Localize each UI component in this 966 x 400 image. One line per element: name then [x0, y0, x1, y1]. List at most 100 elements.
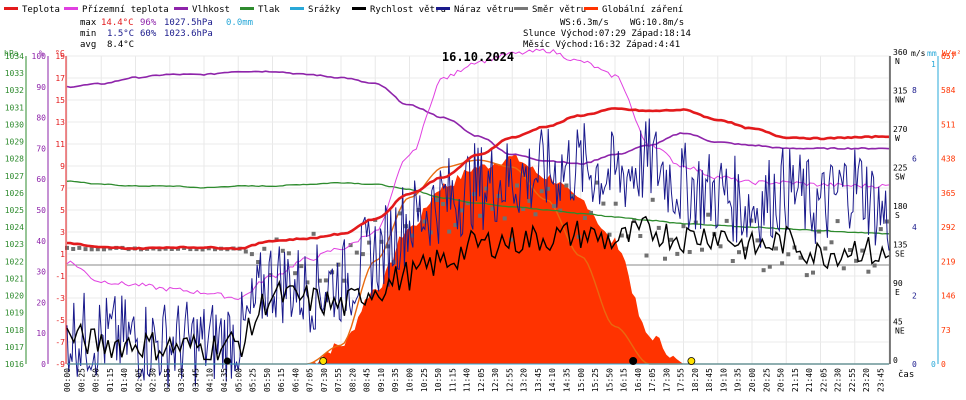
wind-direction-point	[724, 218, 729, 223]
wind-direction-point	[360, 252, 365, 257]
axis-time-tick: 19:35	[734, 368, 743, 392]
axis-pressure-unit: hPa	[4, 49, 19, 58]
wind-direction-point	[545, 186, 550, 191]
stats-block: max 14.4°C 96% 1027.5hPa 0.0mm min 1.5°C 60% 102…	[80, 18, 253, 50]
wind-direction-point	[558, 208, 563, 213]
axis-time-tick: 19:10	[720, 368, 729, 392]
wind-direction-point	[700, 247, 704, 252]
wind-direction-point	[95, 247, 100, 252]
wind-direction-point	[465, 201, 470, 206]
axis-temperature-tick: 11	[55, 140, 65, 149]
wind-direction-point	[515, 183, 519, 188]
wind-direction-point	[169, 247, 174, 251]
axis-wind-tick: 0	[912, 360, 917, 369]
axis-time: 00:00 00:25 00:50 01:15 01:40 02:05 02:30 02:55…	[63, 368, 914, 392]
wind-direction-point	[854, 258, 859, 263]
wind-direction-point	[213, 247, 217, 252]
wind-direction-point	[780, 261, 785, 266]
wind-direction-point	[866, 269, 871, 274]
axis-time-tick: 06:40	[291, 368, 300, 392]
axis-percent-tick: 80	[36, 114, 46, 123]
sun-times: Slunce Východ:07:29 Západ:18:14	[523, 29, 691, 39]
wind-direction-point	[157, 247, 162, 252]
axis-pressure-tick: 1027	[5, 172, 24, 181]
axis-time-tick: 17:55	[677, 368, 686, 392]
axis-direction-label: SE	[895, 250, 905, 259]
axis-wind-tick: 6	[912, 155, 917, 164]
axis-time-tick: 14:35	[563, 368, 572, 392]
axis-pressure-tick: 1023	[5, 240, 24, 249]
wind-direction-point	[552, 204, 556, 209]
axis-time-label: čas	[898, 369, 914, 380]
wind-direction-point	[478, 213, 483, 218]
axis-time-tick: 11:40	[463, 368, 472, 392]
axis-temperature-tick: 13	[55, 118, 65, 127]
legend: Teplota Přízemní teplota Vlhkost Tlak Srážky…	[4, 5, 683, 15]
axis-pressure-tick: 1020	[5, 292, 24, 301]
axis-temperature-tick: 15	[55, 96, 65, 105]
axis-temperature-tick: 5	[60, 206, 65, 215]
wind-direction-point	[280, 248, 285, 253]
wind-direction-point	[669, 237, 674, 242]
wind-direction-point	[367, 240, 372, 245]
wind-direction-point	[317, 278, 322, 283]
moon-times: Měsíc Východ:16:32 Západ:4:41	[523, 40, 680, 50]
sunset-marker	[687, 357, 696, 365]
axis-time-tick: 08:45	[363, 368, 372, 392]
stats-max-humidity: 96%	[140, 18, 157, 28]
series-humidity	[66, 70, 890, 165]
wind-direction-point	[453, 223, 458, 227]
axis-percent-tick: 10	[36, 329, 46, 338]
wind-direction-point	[89, 247, 94, 252]
axis-pressure-tick: 1032	[5, 86, 24, 95]
axis-time-tick: 10:50	[434, 368, 443, 392]
wind-direction-point	[521, 206, 526, 211]
axis-temperature-tick: -5	[55, 316, 65, 325]
axis-radiation-tick: 219	[941, 257, 956, 266]
wind-direction-point	[200, 247, 205, 252]
axis-pressure-tick: 1029	[5, 138, 24, 147]
wind-direction-point	[823, 246, 828, 251]
wind-direction-point	[835, 219, 840, 224]
wind-direction-point	[188, 247, 193, 252]
series-wind-speed	[66, 215, 890, 361]
wind-direction-point	[527, 198, 532, 203]
axis-time-tick: 02:55	[163, 368, 172, 392]
wind-direction-point	[872, 263, 877, 268]
wind-direction-point	[299, 264, 304, 269]
moonrise-marker	[629, 357, 638, 365]
axis-temperature: °C19 17 15 13 11 9 7 5 3 1 -1 -3 -5 -7 -9	[55, 49, 65, 369]
axis-wind-tick: 4	[912, 223, 917, 232]
axis-time-tick: 22:30	[834, 368, 843, 392]
axis-direction-tick: 225	[893, 164, 908, 173]
wind-direction-point	[447, 229, 452, 234]
axis-pressure-tick: 1026	[5, 189, 24, 198]
wind-direction-point	[829, 240, 834, 245]
axis-time-tick: 07:55	[334, 368, 343, 392]
axis-time-tick: 06:15	[277, 368, 286, 392]
wind-direction-point	[718, 244, 723, 249]
axis-time-tick: 04:10	[206, 368, 215, 392]
axis-time-tick: 12:05	[477, 368, 486, 392]
axis-time-tick: 00:50	[92, 368, 101, 392]
axis-time-tick: 22:05	[819, 368, 828, 392]
wind-direction-point	[286, 251, 291, 256]
stats-min-label: min	[80, 29, 96, 39]
axis-radiation-tick: 511	[941, 120, 956, 129]
axis-time-tick: 04:35	[220, 368, 229, 392]
axis-time-tick: 08:20	[348, 368, 357, 392]
axis-time-tick: 15:00	[577, 368, 586, 392]
stats-max-pressure: 1027.5hPa	[164, 18, 213, 28]
axis-temperature-unit: °C	[55, 49, 65, 58]
wind-direction-point	[311, 231, 316, 236]
axis-pressure-tick: 1025	[5, 206, 24, 215]
axis-temperature-tick: -3	[55, 294, 65, 303]
axis-radiation-tick: 657	[941, 52, 956, 61]
legend-label: Globální záření	[602, 5, 683, 15]
wind-direction-point	[848, 248, 852, 252]
axis-time-tick: 02:05	[134, 368, 143, 392]
axis-pressure-tick: 1033	[5, 69, 24, 78]
